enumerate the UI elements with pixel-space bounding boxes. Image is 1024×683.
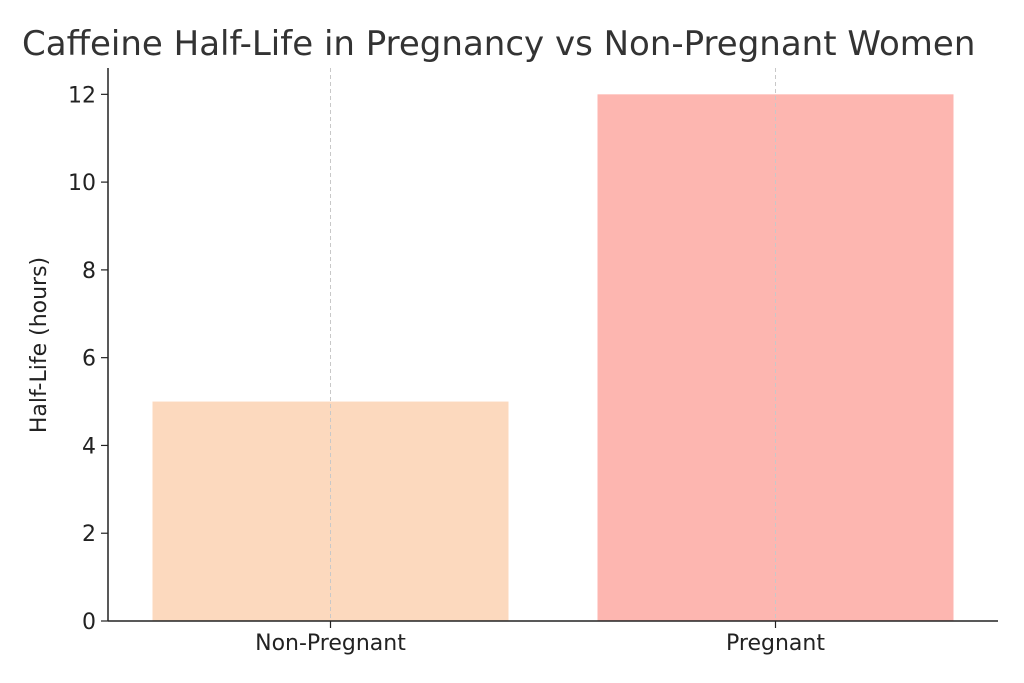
y-tick-label: 4 <box>82 434 96 459</box>
y-axis-label: Half-Life (hours) <box>27 257 52 433</box>
chart-title: Caffeine Half-Life in Pregnancy vs Non-P… <box>22 24 975 64</box>
y-tick-label: 2 <box>82 522 96 547</box>
x-tick-label: Non-Pregnant <box>255 631 406 656</box>
y-tick-label: 8 <box>82 259 96 284</box>
y-tick-label: 0 <box>82 610 96 635</box>
y-tick-label: 10 <box>68 171 96 196</box>
y-tick-label: 6 <box>82 347 96 372</box>
y-tick-label: 12 <box>68 83 96 108</box>
x-tick-label: Pregnant <box>726 631 825 656</box>
